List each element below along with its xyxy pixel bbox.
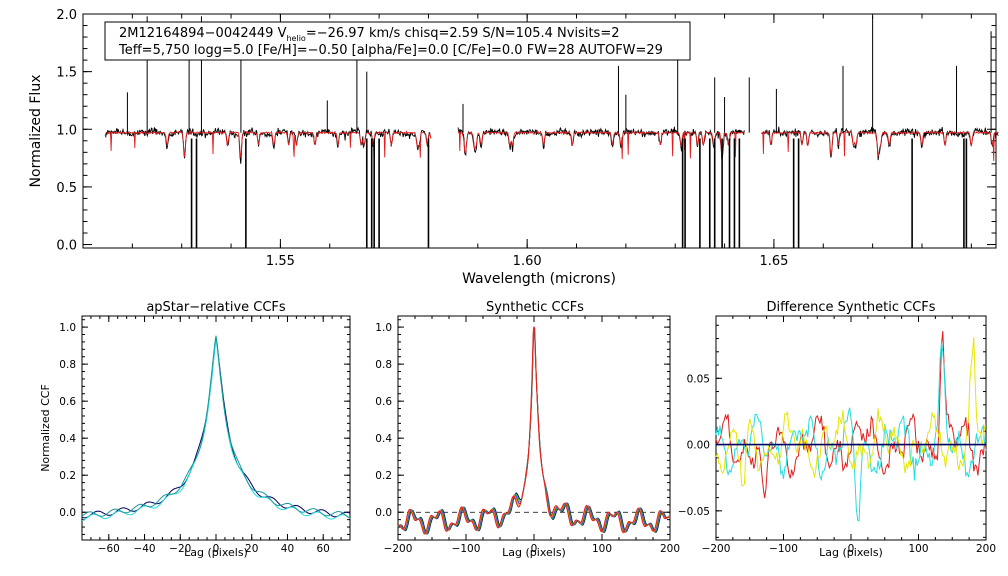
model-spectrum-chip-3 xyxy=(761,130,999,161)
annotation-line-1: 2M12164894−0042449 Vhelio=−26.97 km/s ch… xyxy=(119,26,619,43)
annotation-helio-sub: helio xyxy=(286,34,305,43)
y-tick-label: 0.00 xyxy=(687,440,710,452)
x-tick-label: −40 xyxy=(133,543,155,555)
y-tick-label: −0.05 xyxy=(678,506,710,518)
apstar-ccf-line-2 xyxy=(81,340,351,522)
synthetic-ccf-panel: Synthetic CCFs −200 −100 0 100 200 0.0 0.2 0.4 0… xyxy=(375,300,680,559)
x-tick-label: 0 xyxy=(531,543,538,555)
x-tick-label: −20 xyxy=(169,543,191,555)
x-tick-label: 100 xyxy=(908,543,928,555)
y-tick-label: 1.5 xyxy=(56,66,77,81)
x-tick-label: −200 xyxy=(384,543,413,555)
apstar-ccf-frame xyxy=(81,315,351,541)
difference-ccf-panel: Difference Synthetic CCFs −200 −100 0 100 20… xyxy=(678,300,996,559)
y-tick-label: 0.4 xyxy=(59,433,76,445)
spectrum-ylabel: Normalized Flux xyxy=(28,75,44,188)
y-tick-label: 0.8 xyxy=(375,359,392,371)
synthetic-ccf-line-4 xyxy=(397,326,671,535)
y-tick-label: 0.6 xyxy=(375,396,392,408)
x-tick-label: 1.65 xyxy=(759,254,788,269)
apstar-ccf-panel: apStar−relative CCFs −60 −40 −20 0 20 40 60 0.0… xyxy=(39,300,351,559)
x-tick-label: 200 xyxy=(660,543,680,555)
synthetic-ccf-ticks: −200 −100 0 100 200 0.0 0.2 0.4 0.6 0.8 1.0 xyxy=(375,316,680,555)
apstar-ccf-title: apStar−relative CCFs xyxy=(146,300,286,315)
apstar-ccf-line-1 xyxy=(81,338,351,519)
difference-ccf-ticks: −200 −100 0 100 200 −0.05 0.00 0.05 xyxy=(678,316,996,555)
x-tick-label: −60 xyxy=(98,543,120,555)
spectrum-xlabel: Wavelength (microns) xyxy=(462,271,616,287)
x-tick-label: 1.60 xyxy=(513,254,542,269)
y-tick-label: 1.0 xyxy=(59,322,76,334)
difference-ccf-title: Difference Synthetic CCFs xyxy=(766,300,935,315)
y-tick-label: 0.4 xyxy=(375,433,392,445)
x-tick-label: 60 xyxy=(317,543,330,555)
apstar-ccf-ylabel: Normalized CCF xyxy=(39,384,52,472)
x-tick-label: 0 xyxy=(848,543,855,555)
synthetic-ccf-line-1 xyxy=(397,327,671,535)
y-tick-label: 2.0 xyxy=(56,8,77,23)
x-tick-label: 40 xyxy=(281,543,294,555)
spectrum-ticks: 1.55 1.60 1.65 0.0 0.5 1.0 1.5 2.0 xyxy=(56,8,996,269)
y-tick-label: 0.05 xyxy=(687,373,710,385)
spectrum-annotation-box xyxy=(104,21,691,61)
synthetic-ccf-line-3 xyxy=(397,327,671,535)
difference-ccf-traces xyxy=(715,331,987,522)
x-tick-label: 100 xyxy=(592,543,612,555)
x-tick-label: 1.55 xyxy=(266,254,295,269)
y-tick-label: 0.5 xyxy=(56,181,77,196)
spectrum-panel: 1.55 1.60 1.65 0.0 0.5 1.0 1.5 2.0 Normalized F… xyxy=(28,8,999,287)
x-tick-label: 20 xyxy=(245,543,258,555)
spectrum-frame xyxy=(82,13,997,249)
x-tick-label: 0 xyxy=(213,543,220,555)
synthetic-ccf-traces xyxy=(397,325,671,535)
annotation-params: =−26.97 km/s chisq=2.59 S/N=105.4 Nvisit… xyxy=(306,26,620,41)
y-tick-label: 0.2 xyxy=(59,470,76,482)
x-tick-label: −200 xyxy=(702,543,731,555)
synthetic-ccf-line-2 xyxy=(397,327,671,535)
apstar-ccf-ticks: −60 −40 −20 0 20 40 60 0.0 0.2 0.4 0.6 0.8 1.0 xyxy=(59,316,351,555)
synthetic-ccf-line-5 xyxy=(397,325,671,535)
y-tick-label: 1.0 xyxy=(56,123,77,138)
y-tick-label: 0.0 xyxy=(375,507,392,519)
synthetic-ccf-title: Synthetic CCFs xyxy=(486,300,584,315)
y-tick-label: 0.8 xyxy=(59,359,76,371)
observed-spectrum-chip-2 xyxy=(457,126,745,161)
model-spectrum-chip-1 xyxy=(104,130,432,163)
observed-spectrum-chip-1 xyxy=(104,126,432,164)
apstar-ccf-line-3 xyxy=(81,335,351,519)
annotation-star-id: 2M12164894−0042449 V xyxy=(119,26,287,41)
y-tick-label: 0.2 xyxy=(375,470,392,482)
synthetic-ccf-xlabel: Lag (pixels) xyxy=(502,546,566,559)
apstar-ccf-traces xyxy=(81,335,351,522)
y-tick-label: 1.0 xyxy=(375,322,392,334)
y-tick-label: 0.6 xyxy=(59,396,76,408)
difference-ccf-xlabel: Lag (pixels) xyxy=(819,546,883,559)
difference-ccf-line-red xyxy=(715,331,987,499)
difference-ccf-frame xyxy=(715,315,987,541)
spectrum-traces xyxy=(104,16,999,248)
y-tick-label: 0.0 xyxy=(56,239,77,254)
y-tick-label: 0.0 xyxy=(59,507,76,519)
annotation-line-2: Teff=5,750 logg=5.0 [Fe/H]=−0.50 [alpha/… xyxy=(118,43,663,58)
apstar-ccf-xlabel: Lag (pixels) xyxy=(184,546,248,559)
x-tick-label: −100 xyxy=(769,543,798,555)
model-spectrum-chip-2 xyxy=(457,129,745,160)
x-tick-label: 200 xyxy=(976,543,996,555)
synthetic-ccf-frame xyxy=(397,315,671,541)
x-tick-label: −100 xyxy=(452,543,481,555)
difference-ccf-line-cyan xyxy=(715,342,987,522)
